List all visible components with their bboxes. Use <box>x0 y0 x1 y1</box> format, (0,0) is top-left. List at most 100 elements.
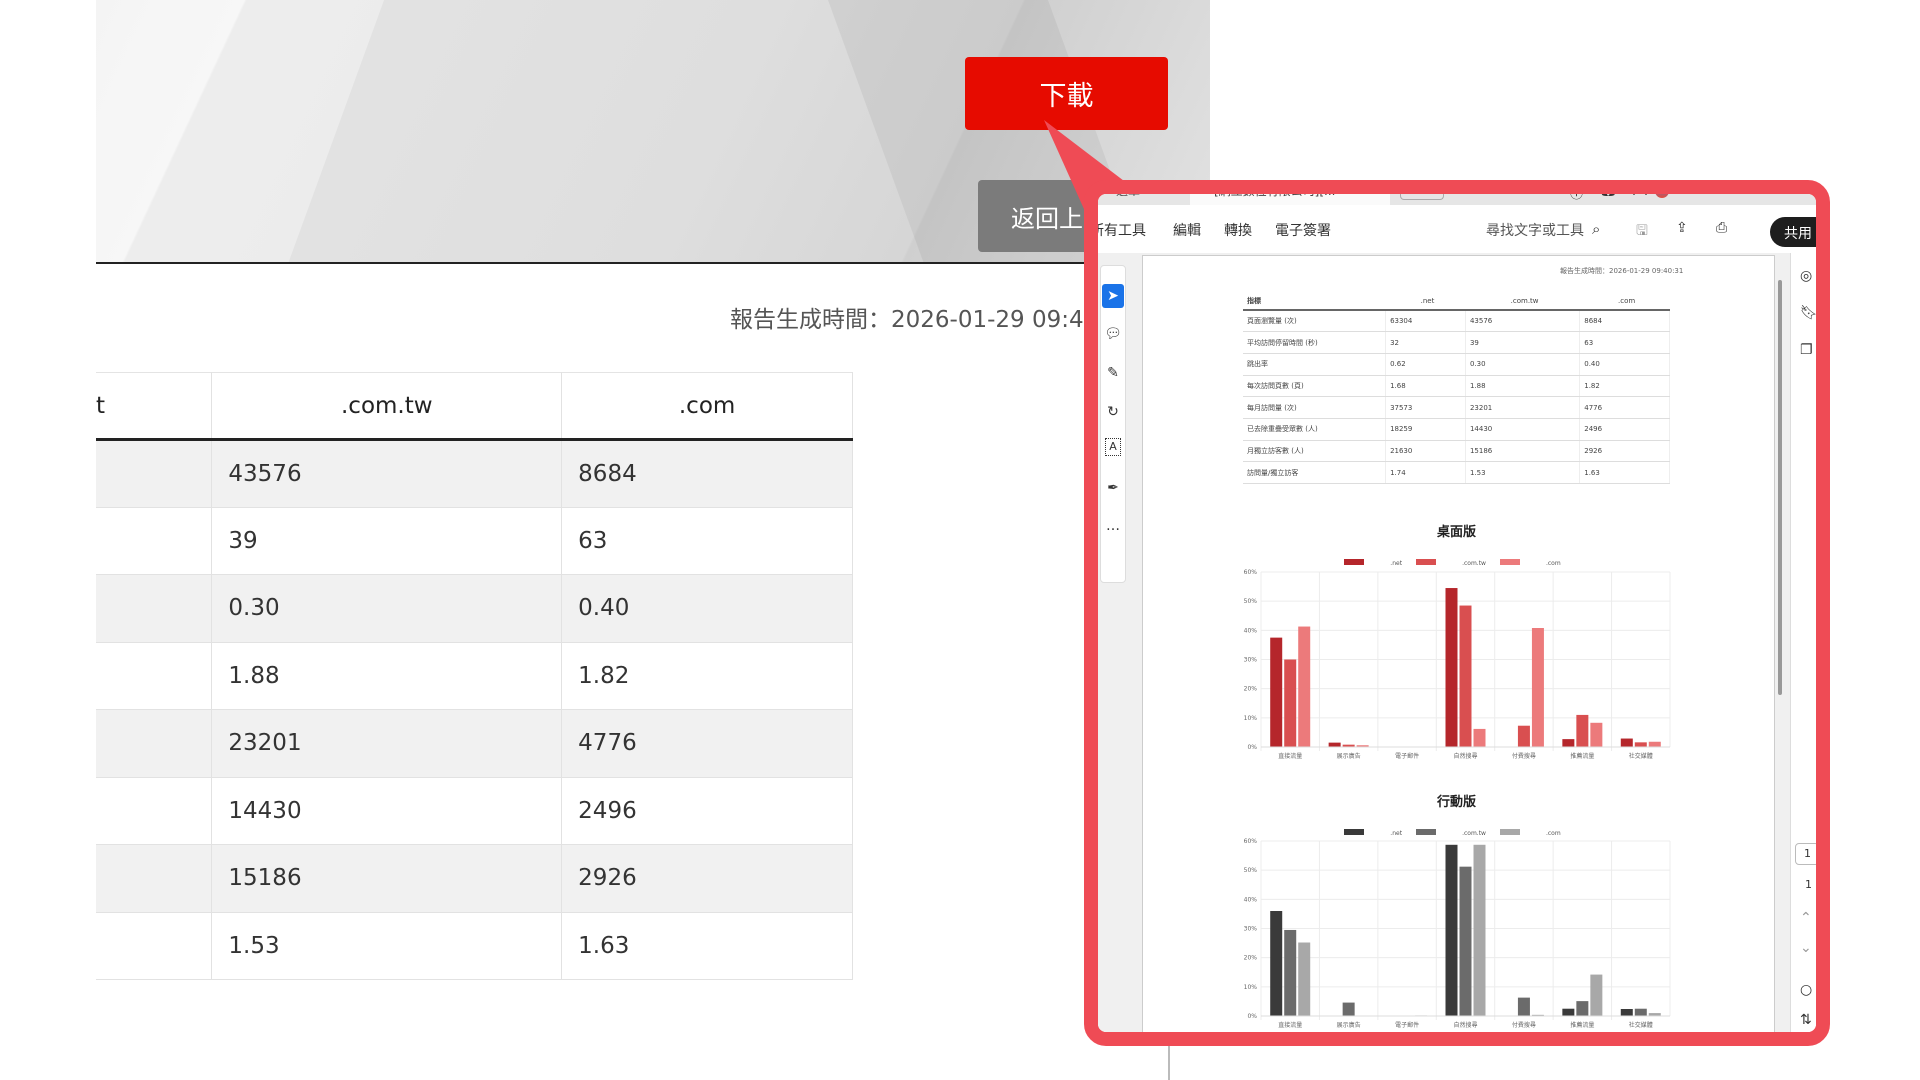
table-row: 0.30 0.40 <box>96 574 853 643</box>
x-tick-label: 展示廣告 <box>1337 752 1361 760</box>
pdf-table-cell: 每月訪問量 (次) <box>1243 396 1387 419</box>
page-number-input[interactable]: 1 <box>1795 843 1816 865</box>
table-cell: 2496 <box>561 777 853 845</box>
mobile-chart-legend: .net .com.tw .com <box>1243 829 1670 837</box>
bar <box>1270 637 1283 747</box>
new-tab-button[interactable]: + 建立 <box>1400 194 1444 200</box>
bookmark-icon[interactable]: 🔖︎ <box>1800 305 1818 321</box>
sort-icon[interactable]: ⇅ <box>1800 1012 1812 1028</box>
pdf-table-cell: 63304 <box>1385 310 1466 333</box>
print-icon[interactable]: ⎙ <box>1716 220 1728 236</box>
table-cell: 1.88 <box>211 642 563 710</box>
table-header-row: t .com.tw .com <box>96 372 853 441</box>
sign-pen-icon[interactable]: ✒ <box>1107 480 1119 496</box>
save-icon[interactable]: 🖫 <box>1636 223 1648 239</box>
bar <box>1590 722 1603 747</box>
table-cell <box>96 574 213 643</box>
x-tick-label: 自然搜尋 <box>1453 752 1477 760</box>
pdf-col-net: .net <box>1385 292 1466 311</box>
comments-panel-icon[interactable]: ◎ <box>1800 268 1813 284</box>
table-cell: 0.40 <box>561 574 853 643</box>
pages-icon[interactable]: ❐ <box>1800 342 1813 358</box>
all-tools-menu[interactable]: 所有工具 <box>1090 223 1146 239</box>
close-window-icon[interactable]: ✕ <box>1798 180 1809 195</box>
pdf-table-row: 已去除重疊受眾數 (人) 18259 14430 2496 <box>1243 418 1670 441</box>
download-button[interactable]: 下載 <box>965 57 1168 130</box>
pdf-table-row: 頁面瀏覽量 (次) 63304 43576 8684 <box>1243 310 1670 333</box>
pdf-table-cell: 18259 <box>1385 418 1466 441</box>
legend-label: .com <box>1545 830 1561 837</box>
bell-icon[interactable]: 🔔︎ <box>1600 183 1617 198</box>
pdf-table-row: 月獨立訪客數 (人) 21630 15186 2926 <box>1243 440 1670 463</box>
pdf-table-cell: 21630 <box>1385 440 1466 463</box>
bar <box>1459 605 1472 747</box>
legend-label: .net <box>1390 830 1403 837</box>
legend-item: .com <box>1499 829 1569 837</box>
table-row: 14430 2496 <box>96 777 853 845</box>
maximize-icon[interactable]: ☐ <box>1752 182 1763 196</box>
table-row: 43576 8684 <box>96 439 853 508</box>
close-tab-icon[interactable]: × <box>1356 182 1367 196</box>
pdf-table-cell: 14430 <box>1465 418 1581 441</box>
table-cell: 4776 <box>561 709 853 778</box>
scrollbar[interactable] <box>1778 280 1782 695</box>
right-side-panel <box>1790 253 1816 1032</box>
convert-menu[interactable]: 轉換 <box>1224 223 1252 239</box>
pdf-table-cell: 1.74 <box>1385 461 1466 484</box>
browser-tab-strip: ☰ 選單 ⌂ <box>1098 194 1816 205</box>
table-row: 15186 2926 <box>96 844 853 913</box>
bar <box>1445 844 1458 1016</box>
select-cursor-icon[interactable]: ➤ <box>1102 284 1124 308</box>
x-tick-label: 付費搜尋 <box>1512 752 1536 760</box>
y-tick-label: 50% <box>1244 598 1258 605</box>
bar <box>1298 626 1311 747</box>
bar <box>1459 866 1472 1016</box>
search-icon[interactable]: ⌕ <box>1592 220 1601 238</box>
info-icon[interactable]: ⓘ <box>1570 187 1584 202</box>
bar <box>1517 725 1530 747</box>
home-icon[interactable]: ⌂ <box>1163 182 1171 196</box>
esign-menu[interactable]: 電子簽署 <box>1275 223 1331 239</box>
legend-swatch <box>1499 829 1520 835</box>
chevron-down-icon[interactable]: ⌄ <box>1800 940 1812 956</box>
minimize-icon[interactable]: – <box>1705 180 1712 195</box>
pdf-table-header-row: 指標 .net .com.tw .com <box>1243 292 1670 311</box>
chevron-up-icon[interactable]: ⌃ <box>1800 910 1812 926</box>
comment-icon[interactable]: 💬︎ <box>1104 326 1122 342</box>
edit-menu[interactable]: 編輯 <box>1173 223 1201 239</box>
y-tick-label: 40% <box>1244 627 1258 634</box>
avatar[interactable] <box>1655 194 1669 198</box>
menu-icon[interactable]: ☰ <box>1100 182 1111 196</box>
rotate-icon[interactable]: ○ <box>1800 982 1813 998</box>
table-cell <box>96 507 213 575</box>
menu-label[interactable]: 選單 <box>1116 184 1141 198</box>
table-cell: 8684 <box>561 439 853 508</box>
pdf-table-cell: 1.53 <box>1465 461 1581 484</box>
page-total: 1 <box>1805 878 1812 891</box>
star-icon[interactable]: ☆ <box>1196 182 1207 196</box>
x-tick-label: 直接流量 <box>1278 752 1302 760</box>
report-generated-time: 報告生成時間：2026-01-29 09:4 <box>730 307 1084 333</box>
pdf-table-cell: 1.63 <box>1579 461 1670 484</box>
x-tick-label: 直接流量 <box>1278 1021 1302 1029</box>
pdf-col-metric: 指標 <box>1243 292 1386 311</box>
y-tick-label: 0% <box>1247 1013 1257 1020</box>
pdf-table-cell: 訪問量/獨立訪客 <box>1243 461 1387 484</box>
apps-icon[interactable]: ⋮⋮ <box>1628 183 1652 197</box>
upload-cloud-icon[interactable]: ⇪ <box>1676 220 1688 236</box>
table-cell: 0.30 <box>211 574 563 643</box>
highlight-pen-icon[interactable]: ✎ <box>1107 365 1119 381</box>
browser-tab-active[interactable]: ☆ [網立數位有限公司][... × <box>1190 194 1390 205</box>
share-button[interactable]: 共用 <box>1770 217 1816 247</box>
pdf-table-cell: 0.40 <box>1579 353 1670 376</box>
plus-icon: + <box>1405 182 1418 195</box>
search-tools-input[interactable]: 尋找文字或工具 <box>1486 223 1584 239</box>
legend-item: .net <box>1344 829 1410 837</box>
table-row: 1.53 1.63 <box>96 912 853 980</box>
pdf-metrics-table: 指標 .net .com.tw .com 頁面瀏覽量 (次) 63304 43576… <box>1243 292 1670 484</box>
draw-freeform-icon[interactable]: ↻ <box>1107 404 1119 420</box>
text-box-icon[interactable]: A <box>1105 438 1121 456</box>
more-tools-icon[interactable]: … <box>1106 518 1120 534</box>
table-row: 23201 4776 <box>96 709 853 778</box>
column-header-com-tw: .com.tw <box>211 372 563 441</box>
